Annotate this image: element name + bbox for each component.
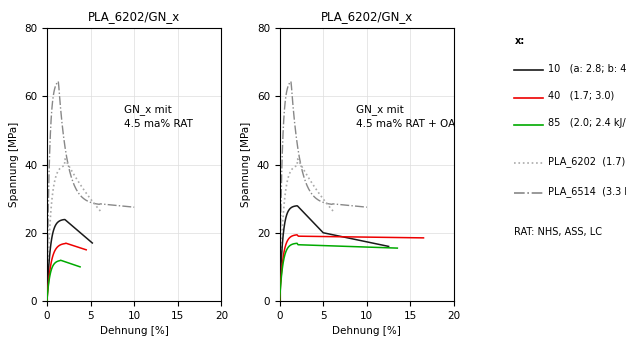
Text: RAT: NHS, ASS, LC: RAT: NHS, ASS, LC (515, 227, 602, 237)
Y-axis label: Spannung [MPa]: Spannung [MPa] (241, 122, 251, 207)
Text: x:: x: (515, 36, 525, 46)
Text: PLA_6202  (1.7): PLA_6202 (1.7) (548, 156, 625, 167)
Title: PLA_6202/GN_x: PLA_6202/GN_x (88, 10, 180, 23)
Text: 40   (1.7; 3.0): 40 (1.7; 3.0) (548, 91, 614, 101)
Y-axis label: Spannung [MPa]: Spannung [MPa] (9, 122, 19, 207)
Text: 10   (a: 2.8; b: 4.1): 10 (a: 2.8; b: 4.1) (548, 64, 626, 74)
Text: PLA_6514  (3.3 kJ/m²): PLA_6514 (3.3 kJ/m²) (548, 186, 626, 197)
Text: 85   (2.0; 2.4 kJ/m²): 85 (2.0; 2.4 kJ/m²) (548, 118, 626, 128)
Title: PLA_6202/GN_x: PLA_6202/GN_x (321, 10, 413, 23)
X-axis label: Dehnung [%]: Dehnung [%] (332, 326, 401, 336)
Text: GN_x mit
4.5 ma% RAT: GN_x mit 4.5 ma% RAT (124, 105, 193, 128)
X-axis label: Dehnung [%]: Dehnung [%] (100, 326, 168, 336)
Text: GN_x mit
4.5 ma% RAT + OA: GN_x mit 4.5 ma% RAT + OA (356, 105, 456, 128)
